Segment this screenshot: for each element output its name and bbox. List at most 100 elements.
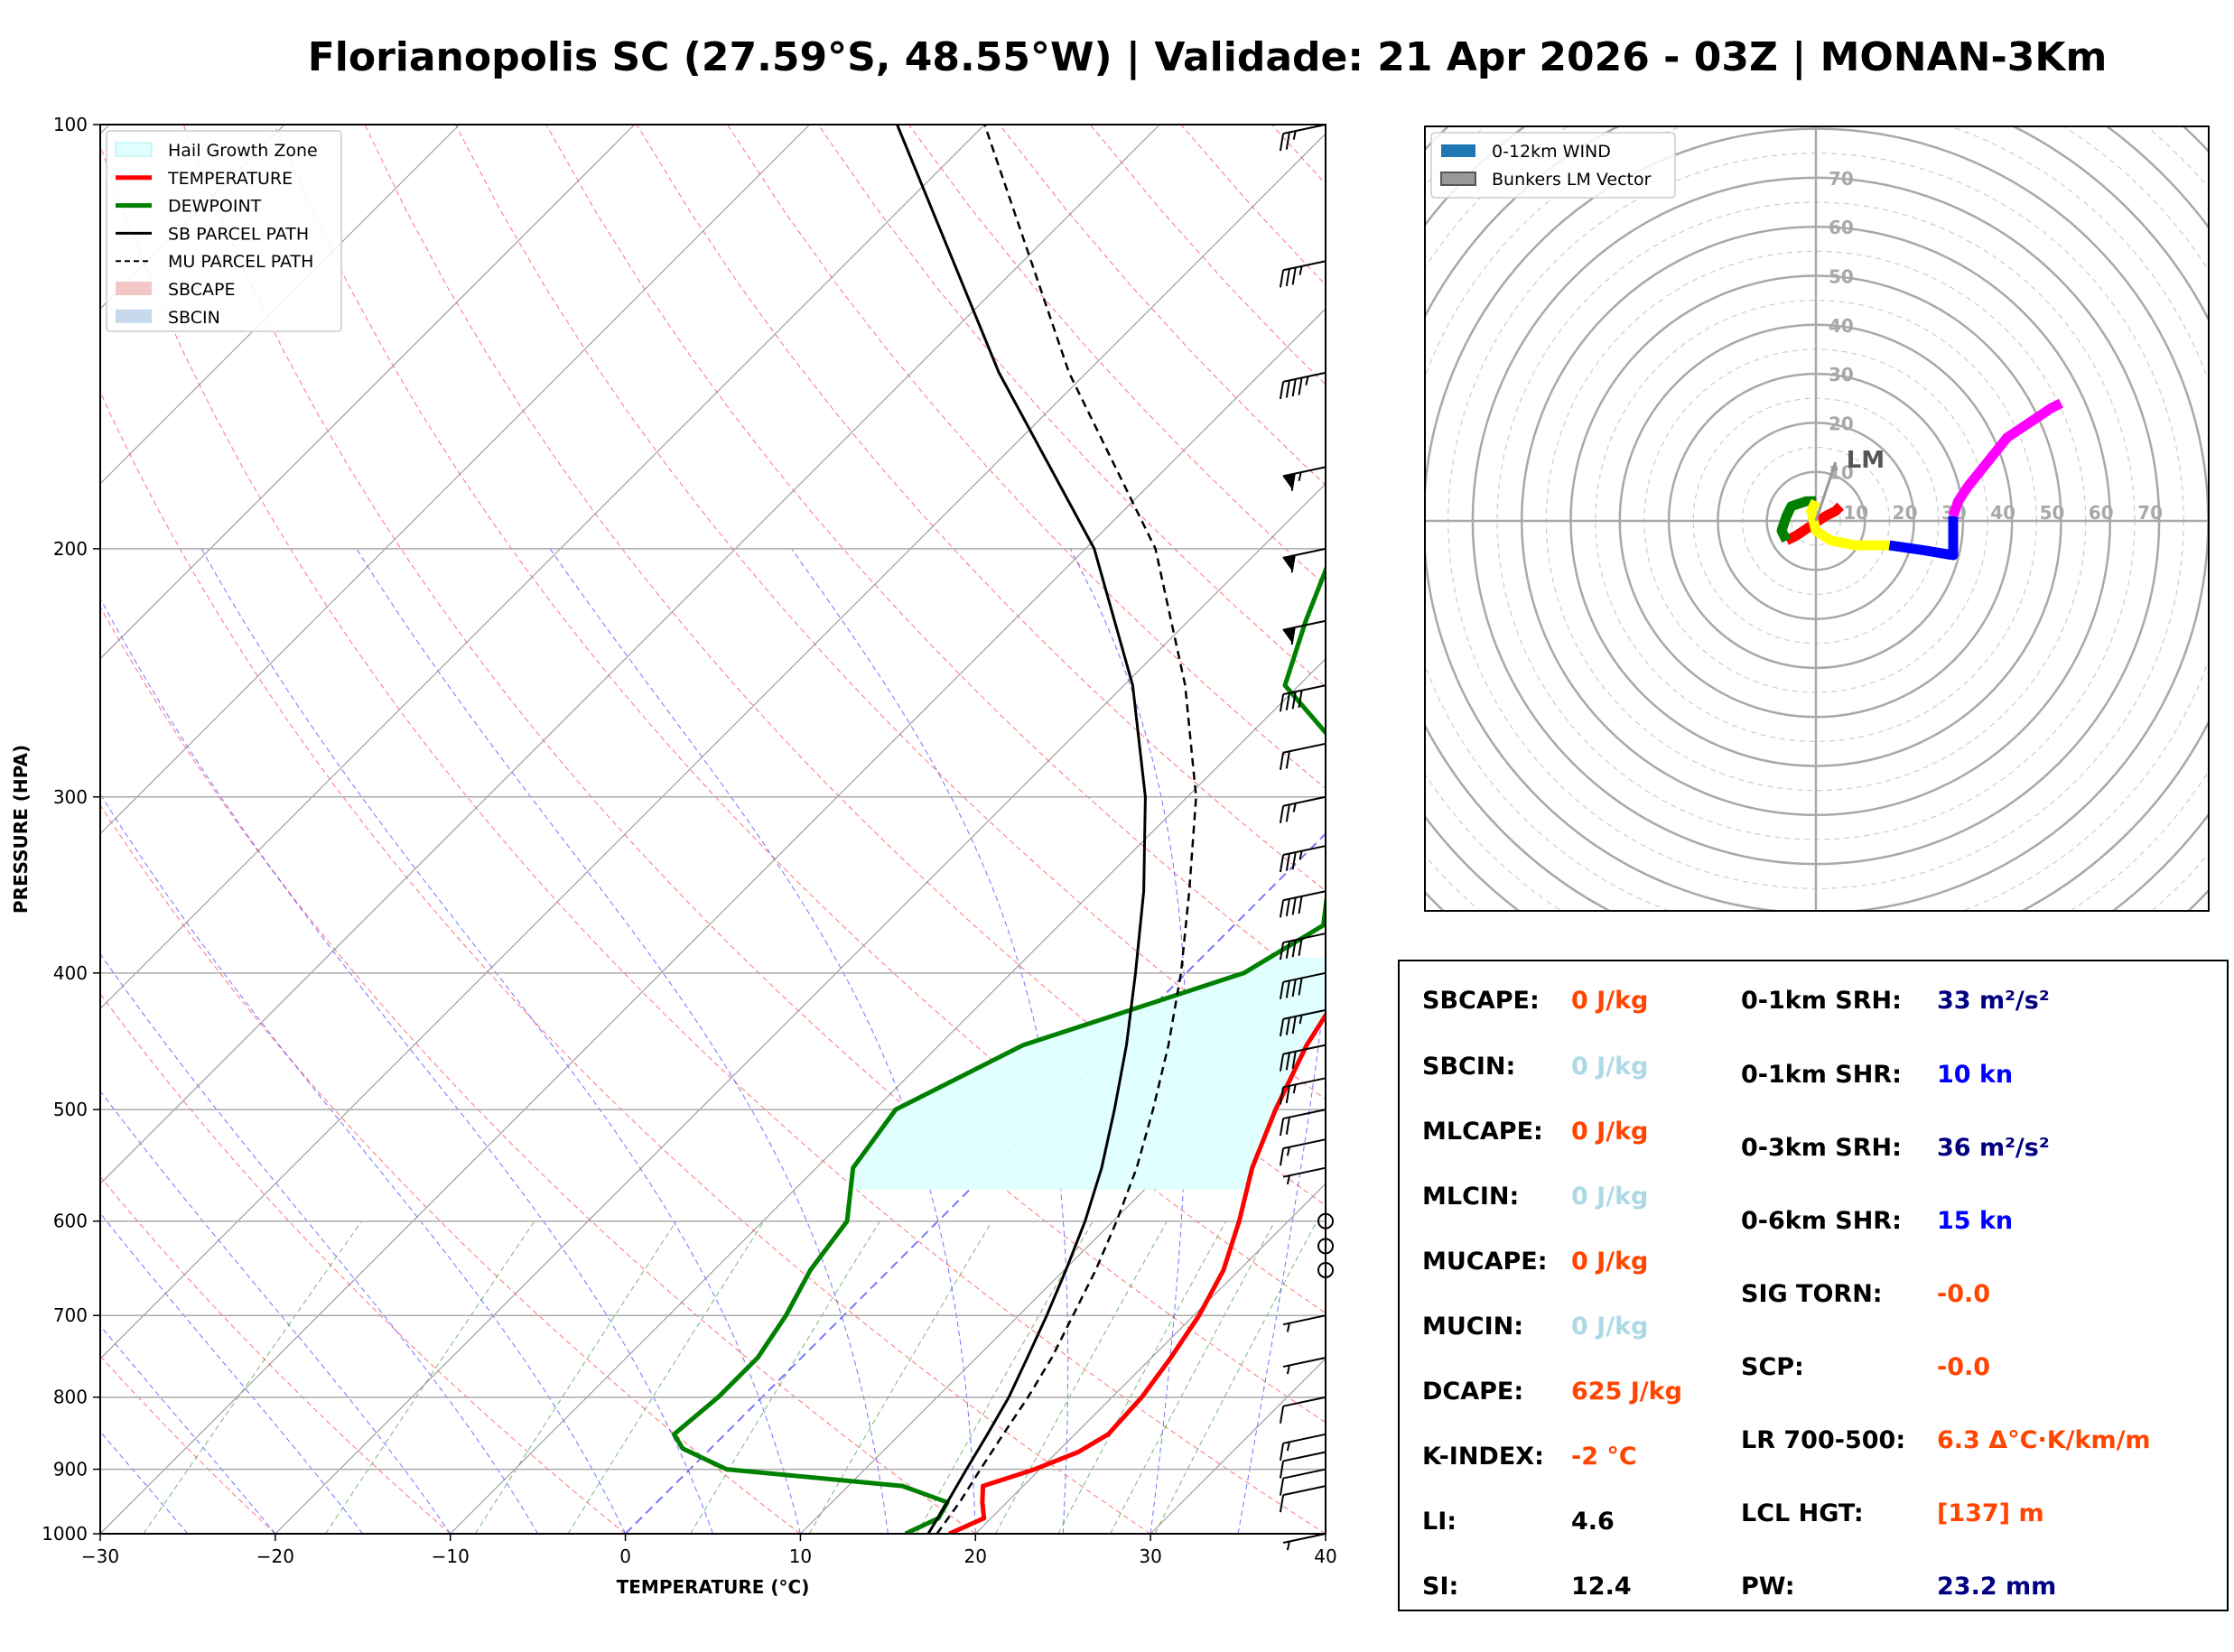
hodo-ring-label: 60 bbox=[1829, 217, 1854, 238]
legend-swatch bbox=[116, 282, 152, 295]
barb-flag bbox=[1291, 897, 1297, 915]
mixing-ratio-line bbox=[1154, 1220, 1317, 1534]
wind-barb bbox=[1279, 1433, 1326, 1462]
sbcape-value: 0 J/kg bbox=[1571, 987, 1649, 1015]
barb-flag bbox=[1279, 1406, 1285, 1424]
scp-label: SCP: bbox=[1741, 1353, 1804, 1381]
barb-half-flag bbox=[1299, 265, 1303, 275]
barb-shaft bbox=[1282, 1166, 1326, 1178]
wind-barb bbox=[1279, 742, 1326, 771]
y-tick-label: 400 bbox=[53, 962, 88, 984]
y-tick-label: 600 bbox=[53, 1211, 88, 1232]
hodo-ring-label: 30 bbox=[1829, 364, 1854, 385]
y-tick-label: 900 bbox=[53, 1459, 88, 1480]
barb-flag bbox=[1285, 941, 1290, 959]
barb-flag bbox=[1285, 980, 1290, 998]
barb-shaft bbox=[1282, 1077, 1326, 1089]
wind-barb bbox=[1279, 684, 1326, 712]
calm-wind-circle bbox=[1317, 1212, 1334, 1230]
lr-value: 6.3 Δ°C·K/km/m bbox=[1937, 1426, 2151, 1454]
isotherm bbox=[450, 657, 1326, 1534]
pw-value: 23.2 mm bbox=[1937, 1573, 2057, 1601]
barb-flag bbox=[1279, 133, 1285, 152]
x-tick-label: −20 bbox=[256, 1545, 294, 1567]
barb-flag bbox=[1279, 854, 1285, 873]
dry-adiabat bbox=[454, 125, 1326, 1100]
hodo-minor-ring bbox=[1252, 0, 2234, 1084]
wind-barb bbox=[1282, 1533, 1326, 1551]
wind-barb bbox=[1279, 1468, 1326, 1496]
mixing-ratio-line bbox=[474, 1220, 677, 1534]
kindex-label: K-INDEX: bbox=[1422, 1443, 1544, 1471]
barb-flag bbox=[1285, 132, 1290, 150]
wind-barb bbox=[1279, 890, 1326, 918]
isotherm bbox=[100, 133, 1326, 1360]
barb-shaft bbox=[1282, 371, 1326, 383]
barb-flag bbox=[1279, 1461, 1285, 1479]
calm-wind-circle bbox=[1317, 1238, 1334, 1255]
barb-half-flag bbox=[1299, 1015, 1303, 1025]
legend-swatch bbox=[116, 309, 152, 323]
barb-flag bbox=[1279, 900, 1285, 918]
pw-label: PW: bbox=[1741, 1573, 1795, 1601]
barb-flag bbox=[1279, 694, 1285, 712]
hodo-segment-1-3km bbox=[1776, 496, 1816, 543]
hodo-ring-label: 40 bbox=[1990, 502, 2015, 524]
barb-shaft bbox=[1282, 742, 1326, 754]
mucin-label: MUCIN: bbox=[1422, 1313, 1524, 1341]
barb-flag bbox=[1298, 377, 1303, 395]
barb-half-flag bbox=[1286, 1175, 1290, 1185]
barb-flag bbox=[1279, 1118, 1285, 1137]
dcape-value: 625 J/kg bbox=[1571, 1378, 1682, 1406]
dcape-label: DCAPE: bbox=[1422, 1378, 1524, 1406]
barb-half-flag bbox=[1286, 1365, 1290, 1375]
barb-flag bbox=[1279, 1053, 1285, 1072]
dry-adiabat bbox=[100, 390, 1151, 1534]
hodo-ring-label: 70 bbox=[1829, 168, 1854, 190]
barb-flag bbox=[1279, 270, 1285, 288]
barb-half-flag bbox=[1286, 1541, 1290, 1551]
mixing-ratio-line bbox=[1110, 1220, 1276, 1534]
srh03-value: 36 m²/s² bbox=[1937, 1134, 2050, 1162]
barb-flag bbox=[1279, 381, 1285, 400]
hodo-ring-label: 10 bbox=[1843, 502, 1868, 524]
y-tick-label: 100 bbox=[53, 114, 88, 135]
legend-label: MU PARCEL PATH bbox=[168, 252, 313, 272]
hodo-segment-3-6km bbox=[1806, 498, 1890, 551]
x-axis-label: TEMPERATURE (°C) bbox=[617, 1576, 810, 1598]
wind-barb bbox=[1279, 371, 1326, 400]
wind-barb bbox=[1279, 1451, 1326, 1479]
barb-flag bbox=[1298, 896, 1303, 914]
legend-label: SB PARCEL PATH bbox=[168, 224, 309, 244]
sbcape-label: SBCAPE: bbox=[1422, 987, 1540, 1015]
wind-barb bbox=[1279, 1044, 1326, 1072]
hodo-ring-label: 20 bbox=[1829, 413, 1854, 434]
legend-label: SBCAPE bbox=[168, 280, 236, 300]
lm-label: LM bbox=[1847, 447, 1885, 474]
barb-shaft bbox=[1282, 1356, 1326, 1368]
barb-shaft bbox=[1282, 1433, 1326, 1444]
srh03-label: 0-3km SRH: bbox=[1741, 1134, 1902, 1162]
isotherm bbox=[100, 125, 636, 660]
calm-wind-circle bbox=[1317, 1261, 1334, 1278]
isotherm bbox=[100, 308, 1326, 1534]
barb-shaft bbox=[1282, 684, 1326, 696]
skewt-frame bbox=[99, 124, 1326, 1535]
stats-panel: SBCAPE: 0 J/kg SBCIN: 0 J/kg MLCAPE: 0 J… bbox=[1398, 960, 2229, 1611]
barb-shaft bbox=[1282, 1451, 1326, 1462]
dry-adiabat bbox=[545, 125, 1326, 996]
moist-adiabat bbox=[100, 1212, 364, 1534]
barb-flag bbox=[1298, 690, 1303, 709]
hodo-segment-9-12km bbox=[1948, 398, 2063, 518]
barb-flag bbox=[1298, 938, 1303, 956]
bunkers-lm-vector bbox=[1814, 461, 1838, 522]
barb-flag bbox=[1279, 1494, 1285, 1513]
barb-flag bbox=[1290, 473, 1296, 491]
mlcape-label: MLCAPE: bbox=[1422, 1118, 1543, 1146]
skewt-legend-box bbox=[106, 130, 342, 332]
moist-adiabat bbox=[100, 793, 627, 1534]
barb-shaft bbox=[1282, 933, 1326, 944]
legend-swatch bbox=[1441, 144, 1475, 157]
wind-barb bbox=[1279, 971, 1326, 1000]
wind-barb bbox=[1282, 1314, 1326, 1332]
